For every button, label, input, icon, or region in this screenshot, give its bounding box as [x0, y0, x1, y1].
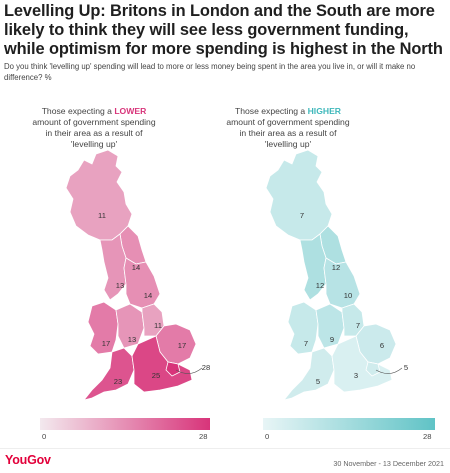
higher-value-north-east: 12 — [332, 263, 340, 272]
lower-value-north-east: 14 — [132, 263, 140, 272]
higher-panel-label: Those expecting a HIGHER amount of gover… — [222, 106, 354, 150]
lower-region-scotland — [65, 149, 133, 241]
lower-value-east-midlands: 11 — [154, 321, 162, 330]
higher-value-north-west: 12 — [316, 281, 324, 290]
higher-scale-max: 28 — [423, 432, 432, 441]
lower-value-wales: 17 — [102, 339, 110, 348]
higher-value-south-east: 3 — [354, 371, 358, 380]
lower-value-west-midlands: 13 — [128, 335, 136, 344]
higher-label-pre: Those expecting a — [234, 106, 308, 116]
lower-region-north-west — [99, 233, 127, 301]
higher-london-leader-line — [375, 367, 403, 374]
lower-value-east-of-england: 17 — [178, 341, 186, 350]
higher-region-yorkshire-and-the-humber — [323, 257, 361, 309]
higher-region-london — [365, 361, 381, 377]
lower-london-leader-line — [175, 367, 203, 374]
lower-label-post: amount of government spending in their a… — [32, 117, 156, 149]
yougov-logo: YouGov — [5, 453, 51, 467]
higher-value-london: 5 — [404, 363, 408, 372]
lower-value-north-west: 13 — [116, 281, 124, 290]
higher-map: 7 12 12 10 7 9 7 6 5 3 5 — [265, 149, 408, 401]
higher-value-east-midlands: 7 — [356, 321, 360, 330]
chart-subtitle: Do you think 'levelling up' spending wil… — [4, 62, 416, 82]
lower-map: 11 14 13 14 17 13 11 17 23 25 28 — [65, 149, 210, 401]
higher-value-west-midlands: 9 — [330, 335, 334, 344]
lower-value-yorkshire-and-the-humber: 14 — [144, 291, 152, 300]
higher-region-scotland — [265, 149, 333, 241]
lower-value-south-east: 25 — [152, 371, 160, 380]
lower-scale-min: 0 — [42, 432, 47, 441]
higher-region-south-west — [282, 347, 335, 401]
lower-color-scale — [40, 418, 210, 430]
higher-value-south-west: 5 — [316, 377, 320, 386]
lower-region-south-west — [82, 347, 135, 401]
fieldwork-dates: 30 November - 13 December 2021 — [333, 459, 444, 468]
lower-region-london — [165, 361, 181, 377]
lower-label-highlight: LOWER — [114, 106, 147, 116]
lower-scale-max: 28 — [199, 432, 208, 441]
lower-value-london: 28 — [202, 363, 210, 372]
higher-value-wales: 7 — [304, 339, 308, 348]
footer-divider — [0, 448, 450, 449]
higher-region-south-east — [331, 335, 393, 393]
higher-scale-min: 0 — [265, 432, 270, 441]
lower-panel-label: Those expecting a LOWER amount of govern… — [28, 106, 160, 150]
higher-value-scotland: 7 — [300, 211, 304, 220]
lower-region-south-east — [131, 335, 193, 393]
higher-value-yorkshire-and-the-humber: 10 — [344, 291, 352, 300]
lower-value-south-west: 23 — [114, 377, 122, 386]
higher-label-post: amount of government spending in their a… — [226, 117, 350, 149]
chart-title: Levelling Up: Britons in London and the … — [4, 2, 443, 58]
lower-label-pre: Those expecting a — [41, 106, 115, 116]
lower-value-scotland: 11 — [98, 211, 106, 220]
higher-value-east-of-england: 6 — [380, 341, 384, 350]
higher-label-highlight: HIGHER — [307, 106, 342, 116]
lower-region-yorkshire-and-the-humber — [123, 257, 161, 309]
higher-color-scale — [263, 418, 435, 430]
higher-region-north-west — [299, 233, 327, 301]
